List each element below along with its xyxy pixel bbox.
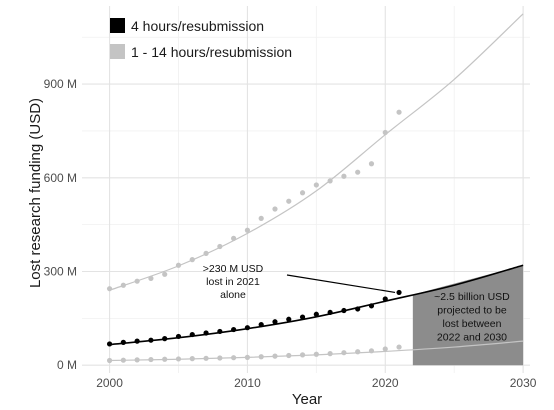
data-point <box>258 354 264 360</box>
data-point <box>382 296 388 302</box>
data-point <box>272 206 278 212</box>
x-tick-label: 2000 <box>96 376 123 390</box>
data-point <box>355 169 361 175</box>
data-point <box>106 286 113 292</box>
y-tick-label: 600 M <box>44 171 77 185</box>
annotation-line: lost in 2021 <box>206 276 260 288</box>
data-point <box>231 235 237 241</box>
projection-area-group: ~2.5 billion USD projected to be lost betw… <box>412 265 524 366</box>
data-point <box>175 333 182 340</box>
data-point <box>120 357 126 363</box>
x-axis-ticks: 2000 2010 2020 2030 <box>96 376 537 390</box>
data-point <box>272 319 278 325</box>
data-point <box>396 344 402 350</box>
data-point <box>189 331 195 338</box>
data-point <box>355 349 361 355</box>
x-tick-label: 2010 <box>234 376 261 390</box>
projection-label-line: ~2.5 billion USD <box>434 291 510 303</box>
y-axis-title: Lost research funding (USD) <box>27 98 44 288</box>
y-tick-label: 900 M <box>44 77 77 91</box>
data-point <box>203 355 209 361</box>
data-point <box>148 275 154 281</box>
data-point <box>299 314 306 320</box>
projection-label: ~2.5 billion USD projected to be lost betw… <box>434 291 510 344</box>
y-axis-ticks: 0 M 300 M 600 M 900 M <box>44 77 77 372</box>
projection-label-line: 2022 and 2030 <box>437 332 507 344</box>
data-point <box>231 326 237 333</box>
data-point <box>299 352 306 358</box>
data-point <box>175 356 182 362</box>
legend-swatch <box>110 44 125 59</box>
data-point <box>231 355 237 361</box>
data-point <box>217 328 223 335</box>
data-point <box>120 339 126 345</box>
data-point <box>120 282 126 288</box>
data-point <box>217 243 223 250</box>
data-point <box>203 250 209 256</box>
data-point <box>244 354 251 360</box>
data-point <box>134 357 140 363</box>
data-point <box>258 215 264 221</box>
data-point <box>286 316 292 322</box>
data-point <box>396 109 402 115</box>
x-tick-label: 2020 <box>372 376 399 390</box>
data-point <box>299 190 306 196</box>
data-point <box>286 352 292 359</box>
data-point <box>341 307 347 314</box>
data-point <box>313 182 319 188</box>
projection-label-line: lost between <box>442 318 501 330</box>
data-point <box>203 330 209 336</box>
data-point <box>286 198 292 204</box>
data-point <box>258 321 264 328</box>
data-point <box>148 356 154 363</box>
data-point <box>327 309 333 316</box>
projection-label-line: projected to be <box>437 305 507 317</box>
annotation-line: >230 M USD <box>203 263 264 275</box>
data-point <box>134 278 140 284</box>
data-point <box>341 173 347 179</box>
y-tick-label: 300 M <box>44 264 77 278</box>
projection-area <box>412 265 524 366</box>
data-point <box>313 351 319 357</box>
data-point <box>313 311 319 317</box>
data-point <box>368 348 375 354</box>
data-point <box>327 178 333 184</box>
data-point <box>396 289 402 296</box>
data-point <box>106 341 113 347</box>
x-tick-label: 2030 <box>510 376 537 390</box>
data-point <box>189 356 195 362</box>
data-point <box>382 129 388 136</box>
data-point <box>368 161 375 167</box>
data-point <box>189 257 195 263</box>
data-point <box>382 346 388 352</box>
data-point <box>368 303 375 309</box>
data-point <box>327 351 333 357</box>
annotation-line: alone <box>220 289 246 301</box>
data-point <box>272 353 278 359</box>
legend-label: 1 - 14 hours/resubmission <box>131 44 292 60</box>
data-point <box>244 227 251 233</box>
data-point <box>217 355 223 361</box>
data-point <box>175 262 182 268</box>
y-tick-label: 0 M <box>57 358 77 372</box>
data-point <box>341 350 347 356</box>
legend-label: 4 hours/resubmission <box>131 18 264 34</box>
data-point <box>244 325 251 331</box>
data-point <box>148 337 154 343</box>
data-point <box>162 356 168 362</box>
legend: 4 hours/resubmission 1 - 14 hours/resubmi… <box>110 18 292 60</box>
data-point <box>106 357 113 364</box>
legend-swatch <box>110 18 125 33</box>
annotations: >230 M USD lost in 2021 alone <box>203 263 396 301</box>
annotation-pointer <box>286 274 396 294</box>
x-axis-title: Year <box>292 391 322 408</box>
data-point <box>162 336 168 342</box>
data-points <box>106 109 402 364</box>
data-point <box>162 271 168 277</box>
data-point <box>134 338 140 344</box>
data-point <box>355 306 361 312</box>
annotation-text: >230 M USD lost in 2021 alone <box>203 263 264 301</box>
